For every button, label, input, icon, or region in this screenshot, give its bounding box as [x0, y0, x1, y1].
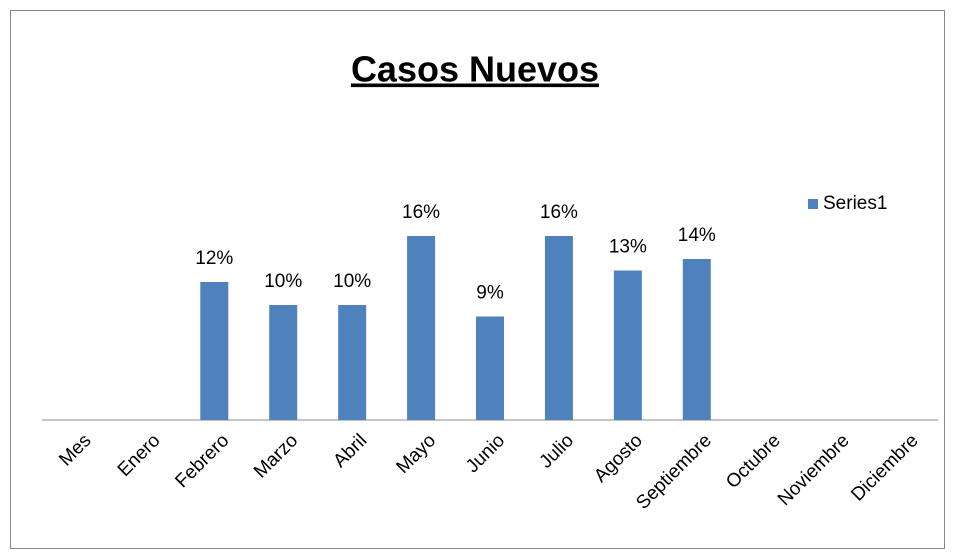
data-label: 9%	[476, 283, 504, 304]
bar	[544, 236, 573, 420]
data-label: 10%	[264, 271, 302, 292]
chart-frame	[10, 10, 945, 549]
data-label: 16%	[402, 202, 440, 223]
chart-title: Casos Nuevos	[351, 49, 599, 90]
data-label: 13%	[609, 237, 647, 258]
bar	[200, 282, 229, 420]
bar	[613, 270, 642, 420]
data-label: 16%	[540, 202, 578, 223]
bar	[476, 316, 504, 420]
bar	[407, 236, 436, 420]
legend-label: Series1	[823, 193, 887, 214]
bar	[269, 305, 298, 420]
data-label: 14%	[678, 225, 716, 246]
data-label: 12%	[195, 248, 233, 269]
bar	[682, 259, 711, 420]
legend-swatch	[808, 199, 818, 209]
data-label: 10%	[333, 271, 371, 292]
bar	[338, 305, 367, 420]
